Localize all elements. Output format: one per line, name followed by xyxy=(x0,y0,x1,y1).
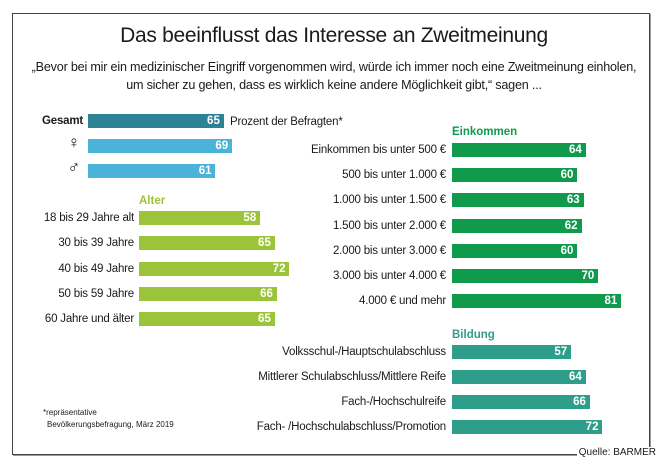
group-title-einkommen: Einkommen xyxy=(452,126,518,138)
category-label: 60 Jahre und älter xyxy=(44,313,134,326)
category-label: ♀ xyxy=(67,133,80,152)
chart-title: Das beeinflusst das Interesse an Zweitme… xyxy=(120,24,548,47)
data-label: 60 xyxy=(560,169,574,182)
bar: 65 xyxy=(139,312,275,327)
data-label: 64 xyxy=(568,144,582,156)
data-label: 61 xyxy=(198,165,212,177)
bar: 66 xyxy=(452,395,590,410)
bar: 63 xyxy=(452,193,584,208)
bar: 81 xyxy=(452,294,622,309)
chart-subtitle: „Bevor bei mir ein medizinischer Eingrif… xyxy=(31,60,637,92)
data-label: 62 xyxy=(564,219,578,232)
data-label: 72 xyxy=(585,421,599,434)
data-label: 65 xyxy=(207,115,220,127)
unit-label: Prozent der Befragten* xyxy=(230,116,343,128)
bar: 65 xyxy=(88,114,224,128)
data-label: 81 xyxy=(604,295,618,308)
bar: 60 xyxy=(452,243,578,258)
data-label: 57 xyxy=(554,346,568,358)
data-label: 60 xyxy=(560,244,574,257)
category-label: 40 bis 49 Jahre xyxy=(58,262,134,275)
category-label: Fach-/Hochschulreife xyxy=(341,396,446,409)
data-label: 64 xyxy=(568,371,582,384)
group-title-bildung: Bildung xyxy=(452,329,495,341)
data-label: 72 xyxy=(272,262,286,275)
bar: 62 xyxy=(452,218,582,233)
footnote-line-2: Bevölkerungsbefragung, März 2019 xyxy=(47,420,174,429)
bar: 58 xyxy=(139,211,261,225)
category-label: Einkommen bis unter 500 € xyxy=(311,144,446,156)
category-label: Mittlerer Schulabschluss/Mittlere Reife xyxy=(258,371,446,384)
bar: 64 xyxy=(452,370,586,385)
group-title-alter: Alter xyxy=(139,195,166,207)
category-label: Fach- /Hochschulabschluss/Promotion xyxy=(256,421,446,434)
data-label: 66 xyxy=(260,287,273,300)
data-label: 58 xyxy=(243,212,257,224)
bar: 70 xyxy=(452,269,599,283)
category-label: 50 bis 59 Jahre xyxy=(58,287,134,300)
bar: 60 xyxy=(452,168,578,183)
data-label: 69 xyxy=(215,140,229,152)
chart-frame xyxy=(12,13,650,455)
data-label: 65 xyxy=(258,313,271,326)
bar: 72 xyxy=(139,261,290,276)
data-label: 66 xyxy=(573,396,586,409)
bar: 72 xyxy=(452,420,603,435)
bar: 69 xyxy=(88,139,233,153)
category-label: 1.500 bis unter 2.000 € xyxy=(332,219,446,232)
bar: 65 xyxy=(139,236,275,251)
data-label: 63 xyxy=(566,194,580,207)
category-label: 500 bis unter 1.000 € xyxy=(342,169,446,182)
category-label: Gesamt xyxy=(42,115,83,127)
data-label: 70 xyxy=(581,270,595,282)
data-label: 65 xyxy=(258,237,271,250)
category-label: 2.000 bis unter 3.000 € xyxy=(332,244,446,257)
footnote-line-1: *repräsentative xyxy=(43,408,97,417)
bar: 66 xyxy=(139,286,277,301)
category-label: Volksschul-/Hauptschulabschluss xyxy=(282,346,446,358)
category-label: ♂ xyxy=(67,158,80,177)
category-label: 30 bis 39 Jahre xyxy=(58,237,134,250)
source-label: Quelle: BARMER xyxy=(576,447,656,458)
category-label: 4.000 € und mehr xyxy=(359,295,446,308)
bar: 61 xyxy=(88,164,216,178)
category-label: 1.000 bis unter 1.500 € xyxy=(332,194,446,207)
bar: 64 xyxy=(452,143,586,157)
category-label: 18 bis 29 Jahre alt xyxy=(43,212,134,224)
bar: 57 xyxy=(452,345,572,359)
category-label: 3.000 bis unter 4.000 € xyxy=(332,270,446,282)
